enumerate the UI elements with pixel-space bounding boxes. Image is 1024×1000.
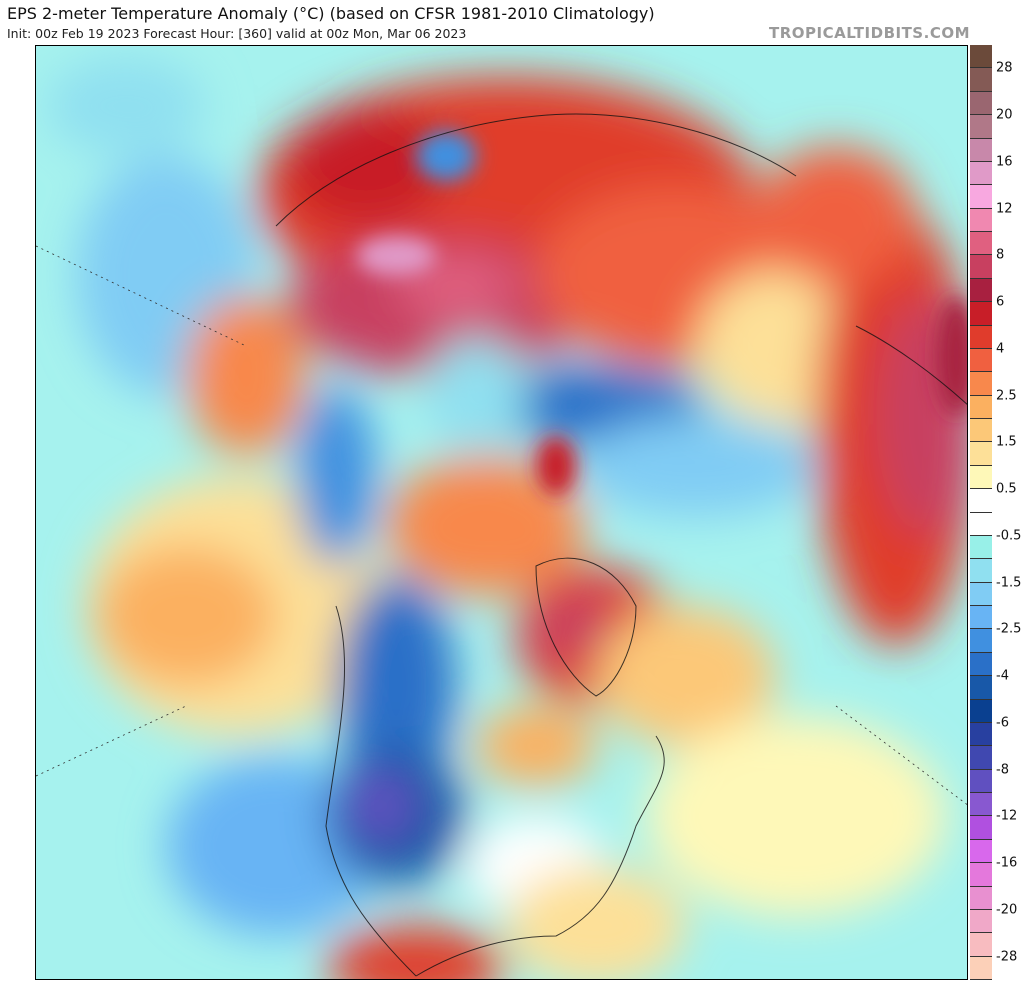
colorbar-bin	[970, 535, 992, 560]
colorbar-tick-label: -8	[996, 762, 1009, 778]
colorbar-bin	[970, 606, 992, 630]
colorbar-tick-label: 1.5	[996, 434, 1017, 450]
colorbar-bin	[970, 372, 992, 396]
colorbar-bin	[970, 45, 992, 69]
colorbar-tick-label: 12	[996, 201, 1013, 217]
colorbar-tick-label: -12	[996, 808, 1018, 824]
colorbar-bin	[970, 395, 992, 419]
colorbar-tick-label: 6	[996, 294, 1005, 310]
colorbar-tick-label: 8	[996, 247, 1005, 263]
colorbar-bin	[970, 956, 992, 980]
colorbar-tick-label: -0.5	[996, 528, 1022, 544]
colorbar-tick-label: -20	[996, 902, 1018, 918]
colorbar-bin	[970, 465, 992, 490]
colorbar-bin	[970, 816, 992, 840]
colorbar-bin	[970, 839, 992, 864]
colorbar-bin	[970, 208, 992, 232]
chart-title: EPS 2-meter Temperature Anomaly (°C) (ba…	[7, 4, 655, 23]
anomaly-details	[356, 131, 967, 496]
colorbar-bin	[970, 933, 992, 957]
colorbar-tick-label: 20	[996, 107, 1013, 123]
colorbar-tick-label: 28	[996, 60, 1013, 76]
colorbar-bin	[970, 419, 992, 443]
colorbar-bin	[970, 68, 992, 92]
colorbar-tick-label: -28	[996, 949, 1018, 965]
colorbar-bin	[970, 559, 992, 583]
colorbar-bin	[970, 886, 992, 910]
colorbar-bin	[970, 512, 992, 536]
colorbar-bin	[970, 348, 992, 373]
colorbar-bin	[970, 746, 992, 770]
anomaly-fields	[46, 56, 967, 979]
colorbar-tick-label: -1.5	[996, 575, 1022, 591]
colorbar-tick-label: -2.5	[996, 621, 1022, 637]
colorbar-bin	[970, 325, 992, 349]
colorbar-bin	[970, 278, 992, 303]
coastlines	[275, 113, 967, 977]
colorbar-tick-label: -16	[996, 855, 1018, 871]
colorbar-bin	[970, 652, 992, 677]
colorbar-tick-label: 4	[996, 341, 1005, 357]
forecast-info: Init: 00z Feb 19 2023 Forecast Hour: [36…	[7, 26, 467, 41]
colorbar-bin	[970, 629, 992, 653]
colorbar-bin	[970, 769, 992, 793]
colorbar-bin	[970, 138, 992, 162]
anomaly-map	[35, 45, 968, 980]
colorbar-bin	[970, 185, 992, 209]
colorbar-bin	[970, 582, 992, 606]
colorbar-bin	[970, 232, 992, 256]
colorbar-bin	[970, 91, 992, 116]
colorbar-bin	[970, 302, 992, 326]
colorbar-bin	[970, 863, 992, 887]
colorbar-tick-label: 0.5	[996, 481, 1017, 497]
colorbar-bin	[970, 115, 992, 139]
watermark: TROPICALTIDBITS.COM	[769, 24, 970, 42]
colorbar-tick-label: -4	[996, 668, 1009, 684]
colorbar-tick-label: 16	[996, 154, 1013, 170]
colorbar-bin	[970, 722, 992, 747]
colorbar-bin	[970, 699, 992, 723]
colorbar-bin	[970, 255, 992, 279]
colorbar-bin	[970, 676, 992, 700]
colorbar-tick-label: -6	[996, 715, 1009, 731]
map-field	[36, 46, 967, 979]
latitude-lines	[36, 245, 967, 805]
colorbar	[970, 45, 992, 980]
colorbar-bin	[970, 489, 992, 513]
colorbar-tick-label: 2.5	[996, 388, 1017, 404]
colorbar-bin	[970, 161, 992, 186]
colorbar-bin	[970, 909, 992, 934]
colorbar-bin	[970, 793, 992, 817]
colorbar-bin	[970, 442, 992, 466]
